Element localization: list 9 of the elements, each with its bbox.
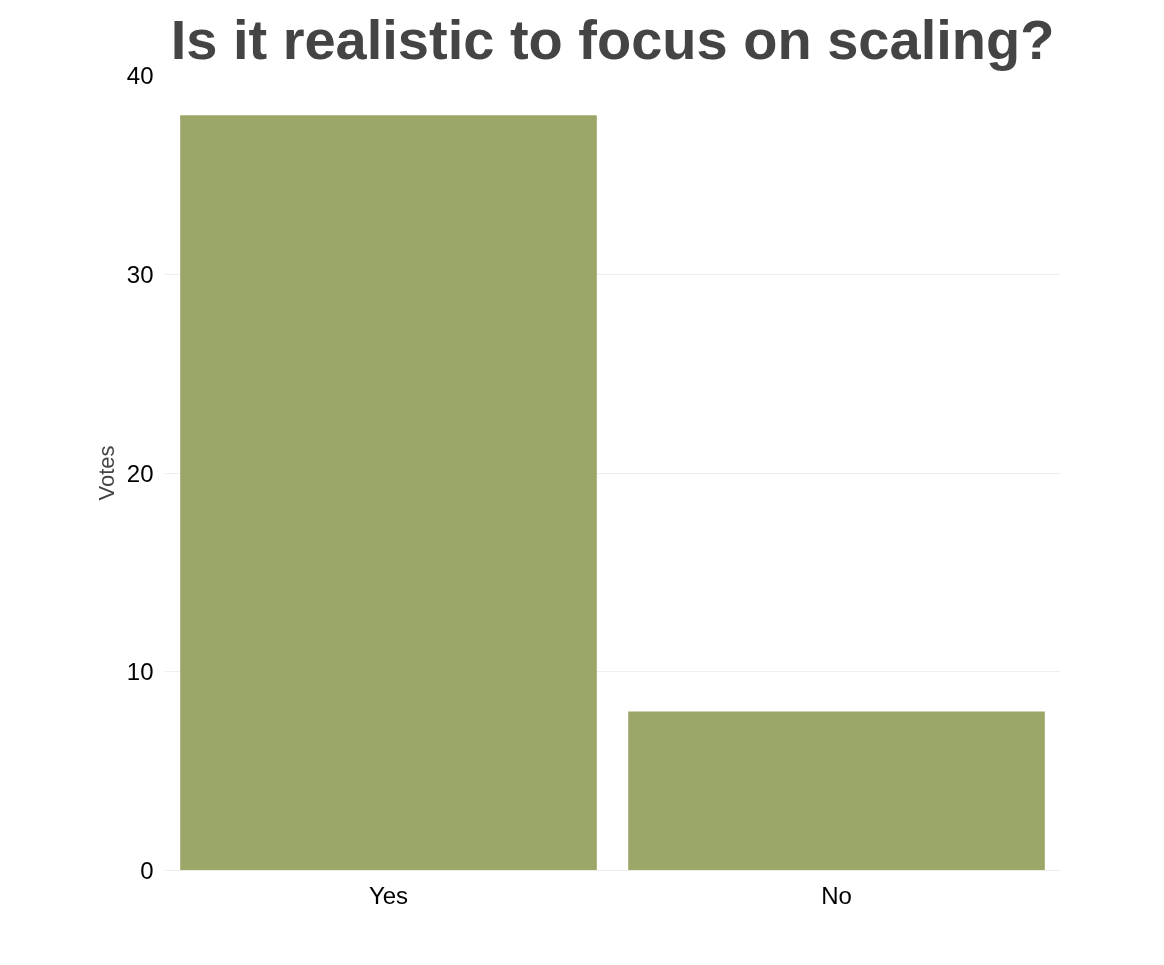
y-tick-label: 20 — [126, 459, 154, 487]
y-tick-label: 10 — [126, 658, 154, 686]
y-axis-title: Votes — [93, 445, 119, 501]
y-tick-label: 0 — [140, 857, 154, 884]
y-tick-label: 30 — [126, 260, 154, 288]
chart-title: Is it realistic to focus on scaling? — [170, 7, 1055, 71]
x-tick-label: No — [821, 881, 852, 909]
y-tick-label: 40 — [126, 62, 154, 89]
x-tick-label: Yes — [368, 881, 409, 909]
